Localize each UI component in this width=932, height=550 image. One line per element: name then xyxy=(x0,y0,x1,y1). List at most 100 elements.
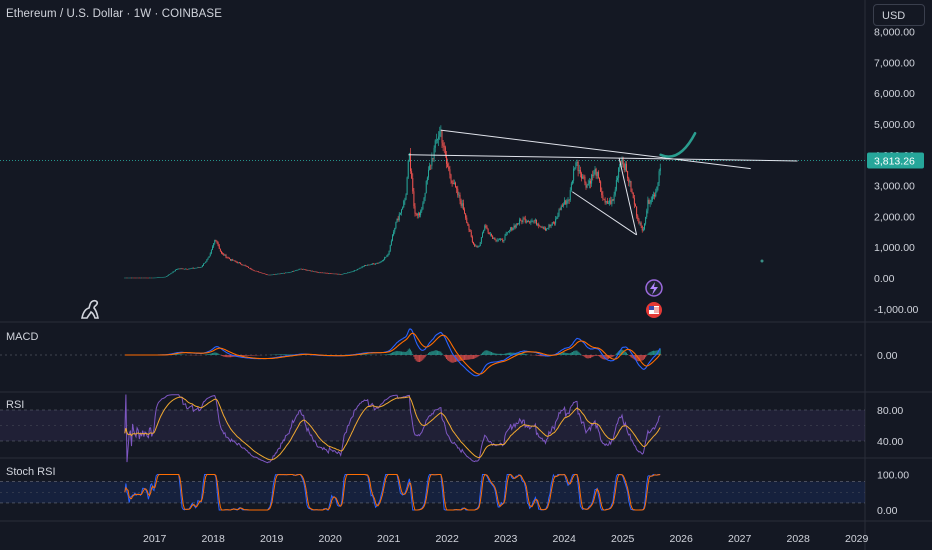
candle xyxy=(128,277,130,279)
time-axis-label: 2020 xyxy=(319,533,343,545)
candle xyxy=(640,222,642,226)
candle xyxy=(357,269,359,270)
macd-bar xyxy=(461,355,463,361)
projection-path xyxy=(659,131,697,158)
candle xyxy=(133,277,135,279)
macd-bar xyxy=(593,355,595,357)
candle xyxy=(383,259,384,261)
candle xyxy=(595,168,597,176)
macd-bar xyxy=(287,354,289,355)
candle xyxy=(287,272,289,274)
candle xyxy=(259,272,261,273)
candle xyxy=(340,274,342,275)
candle xyxy=(432,157,434,159)
macd-bar xyxy=(540,355,542,357)
candle xyxy=(285,272,287,274)
candle xyxy=(239,262,240,264)
macd-bar xyxy=(640,355,642,361)
macd-bar xyxy=(506,352,508,355)
candle xyxy=(336,273,338,275)
macd-bar xyxy=(536,355,537,356)
candle xyxy=(196,267,198,269)
macd-bar xyxy=(281,354,283,355)
candle xyxy=(237,262,239,264)
candle xyxy=(470,231,472,237)
macd-bar xyxy=(452,355,454,363)
candle xyxy=(165,276,167,277)
macd-bar xyxy=(446,355,447,360)
candle xyxy=(648,200,650,204)
candle xyxy=(223,253,225,256)
lightning-glyph xyxy=(650,282,658,295)
macd-bar xyxy=(420,355,422,362)
candle xyxy=(570,183,572,191)
rsi-axis-label: 80.00 xyxy=(877,405,903,417)
candle xyxy=(558,209,560,216)
macd-bar xyxy=(173,354,175,355)
candle xyxy=(482,232,483,238)
candle xyxy=(395,222,397,229)
macd-bar xyxy=(624,351,626,355)
candle xyxy=(209,253,211,257)
candle xyxy=(582,176,584,179)
macd-bar xyxy=(653,350,654,355)
candle xyxy=(371,263,373,265)
candle xyxy=(610,200,612,205)
rsi-line xyxy=(124,394,661,464)
candle xyxy=(338,273,339,275)
candle xyxy=(207,257,209,260)
candle xyxy=(330,273,332,274)
candle xyxy=(581,173,582,179)
macd-bar xyxy=(276,354,278,355)
macd-bar xyxy=(224,355,226,357)
candle xyxy=(465,213,467,218)
macd-bar xyxy=(645,355,647,358)
macd-bar xyxy=(568,353,570,355)
candle xyxy=(523,218,525,220)
candle xyxy=(316,271,318,273)
macd-bar xyxy=(467,355,469,360)
macd-bar xyxy=(411,351,413,355)
macd-bar xyxy=(588,355,590,359)
candle xyxy=(585,182,587,188)
candle xyxy=(484,225,486,231)
candle xyxy=(568,199,570,201)
candle xyxy=(628,177,630,183)
macd-bar xyxy=(475,355,477,358)
macd-bar xyxy=(412,353,414,355)
candle xyxy=(475,245,477,247)
macd-bar xyxy=(227,355,229,358)
macd-bar xyxy=(572,352,573,355)
candle xyxy=(435,140,437,141)
candle xyxy=(264,273,266,275)
candle xyxy=(178,268,180,270)
macd-bar xyxy=(466,355,468,360)
candle xyxy=(430,165,432,167)
macd-bar xyxy=(415,355,417,361)
candle xyxy=(331,273,333,275)
macd-bar xyxy=(222,355,224,357)
macd-bar xyxy=(424,355,426,358)
candle xyxy=(646,210,648,218)
macd-bar xyxy=(218,354,220,355)
macd-bar xyxy=(538,355,540,356)
macd-bar xyxy=(444,355,446,358)
candle xyxy=(329,273,330,274)
macd-bar xyxy=(641,355,643,361)
candle xyxy=(599,178,600,182)
candles xyxy=(124,125,661,279)
macd-bar xyxy=(462,355,464,361)
candle xyxy=(218,245,220,249)
macd-bar xyxy=(578,352,580,355)
candle xyxy=(550,225,552,227)
candle xyxy=(542,226,544,229)
macd-bar xyxy=(473,355,474,359)
candle xyxy=(200,266,202,268)
candle xyxy=(467,222,469,226)
macd-bar xyxy=(213,352,215,355)
macd-bar xyxy=(611,355,613,358)
currency-button[interactable]: USD xyxy=(873,4,925,26)
candle xyxy=(296,269,298,271)
macd-bar xyxy=(512,352,514,355)
